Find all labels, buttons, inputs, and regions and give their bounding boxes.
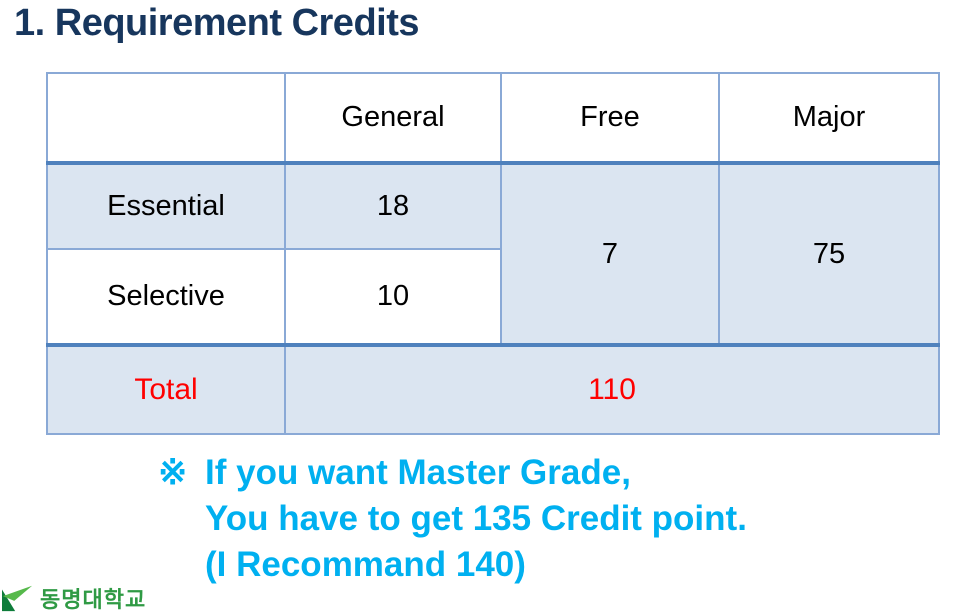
table-row-selective: Selective 10	[46, 248, 939, 346]
essential-general-cell: 18	[284, 162, 502, 250]
table-row-total: Total 110	[46, 343, 940, 435]
master-grade-note: ※ If you want Master Grade, You have to g…	[158, 450, 747, 588]
page-title: 1. Requirement Credits	[14, 2, 420, 44]
table-header-row: General Free Major	[46, 72, 940, 165]
university-logo-icon	[2, 585, 33, 612]
total-label-cell: Total	[46, 343, 286, 435]
header-cell-general: General	[284, 72, 502, 165]
selective-general-cell: 10	[284, 248, 502, 346]
credits-table: General Free Major Essential 18 7 75 Sel…	[46, 72, 940, 435]
major-value-cell: 75	[718, 162, 940, 346]
free-value-cell: 7	[500, 162, 720, 346]
note-line-1: ※ If you want Master Grade,	[158, 450, 747, 496]
note-line-1-text: If you want Master Grade,	[205, 453, 631, 492]
reference-mark-icon: ※	[158, 453, 188, 492]
note-line-2: You have to get 135 Credit point.	[205, 499, 747, 538]
note-line-3: (I Recommand 140)	[205, 545, 526, 584]
total-value-cell: 110	[284, 343, 940, 435]
header-cell-free: Free	[500, 72, 720, 165]
table-row-essential: Essential 18 7 75	[46, 162, 940, 346]
header-cell-major: Major	[718, 72, 940, 165]
header-cell-empty	[46, 72, 286, 165]
university-logo: 동명대학교	[2, 583, 146, 613]
essential-label-cell: Essential	[46, 162, 286, 250]
university-logo-text: 동명대학교	[40, 587, 147, 612]
selective-label-cell: Selective	[46, 248, 286, 346]
